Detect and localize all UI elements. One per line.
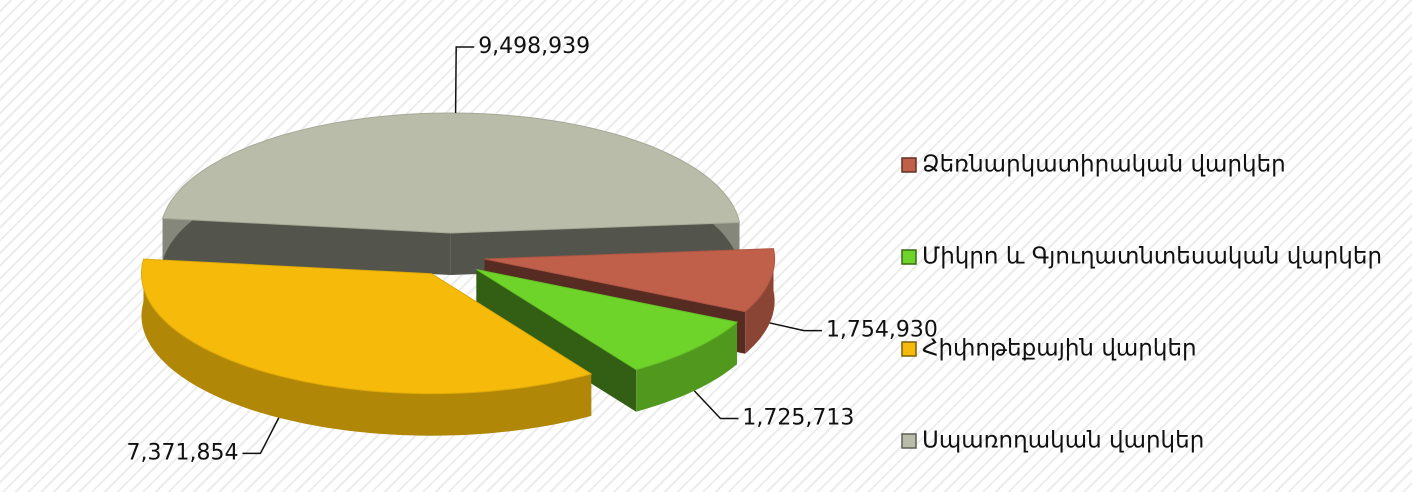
slice	[141, 258, 593, 395]
data-label: 1,725,713	[742, 405, 854, 430]
data-label: 1,754,930	[826, 318, 938, 343]
slice	[162, 112, 741, 275]
slice	[162, 112, 741, 234]
data-label: 7,371,854	[126, 440, 238, 465]
slice-wall	[162, 218, 451, 275]
slice	[484, 248, 776, 313]
slice	[476, 269, 739, 412]
slice-wall	[141, 259, 592, 436]
legend-label: Միկրո և Գյուղատնտեսական վարկեր	[922, 244, 1382, 270]
slice	[476, 269, 739, 371]
leader-line	[769, 322, 822, 332]
slice	[141, 258, 593, 436]
leader-line	[693, 390, 739, 420]
legend-swatch	[901, 341, 917, 357]
data-label: 9,498,939	[478, 34, 590, 59]
leader-line	[454, 46, 475, 114]
slice-wall	[745, 248, 775, 354]
legend-swatch	[901, 157, 917, 173]
slice-wall	[476, 269, 637, 412]
slice-wall	[636, 322, 737, 412]
legend-swatch	[901, 249, 917, 265]
legend-label: Սպառողական վարկեր	[922, 428, 1204, 454]
legend-label: Ձեռնարկատիրական վարկեր	[922, 152, 1286, 178]
leader-line	[242, 417, 280, 455]
legend-label: Հիփոթեքային վարկեր	[922, 336, 1197, 362]
legend-swatch	[901, 433, 917, 449]
